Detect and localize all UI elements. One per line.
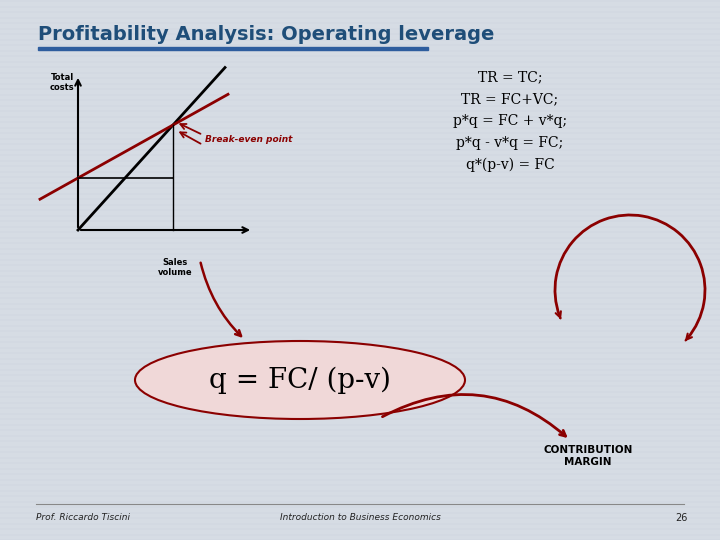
Text: p*q = FC + v*q;: p*q = FC + v*q;	[453, 114, 567, 128]
Ellipse shape	[135, 341, 465, 419]
Text: 26: 26	[675, 513, 688, 523]
Text: Profitability Analysis: Operating leverage: Profitability Analysis: Operating levera…	[38, 25, 495, 44]
Text: p*q - v*q = FC;: p*q - v*q = FC;	[456, 136, 564, 150]
Text: Prof. Riccardo Tiscini: Prof. Riccardo Tiscini	[36, 514, 130, 523]
Text: Total
costs: Total costs	[50, 73, 74, 92]
Text: Introduction to Business Economics: Introduction to Business Economics	[279, 514, 441, 523]
Text: TR = FC+VC;: TR = FC+VC;	[462, 92, 559, 106]
Text: Break-even point: Break-even point	[205, 136, 292, 145]
Bar	[38, 46, 428, 50]
Text: Sales
volume: Sales volume	[158, 258, 192, 278]
Text: q*(p-v) = FC: q*(p-v) = FC	[466, 158, 554, 172]
Text: TR = TC;: TR = TC;	[478, 70, 542, 84]
Text: q = FC/ (p-v): q = FC/ (p-v)	[209, 366, 391, 394]
Text: CONTRIBUTION
MARGIN: CONTRIBUTION MARGIN	[544, 445, 633, 467]
